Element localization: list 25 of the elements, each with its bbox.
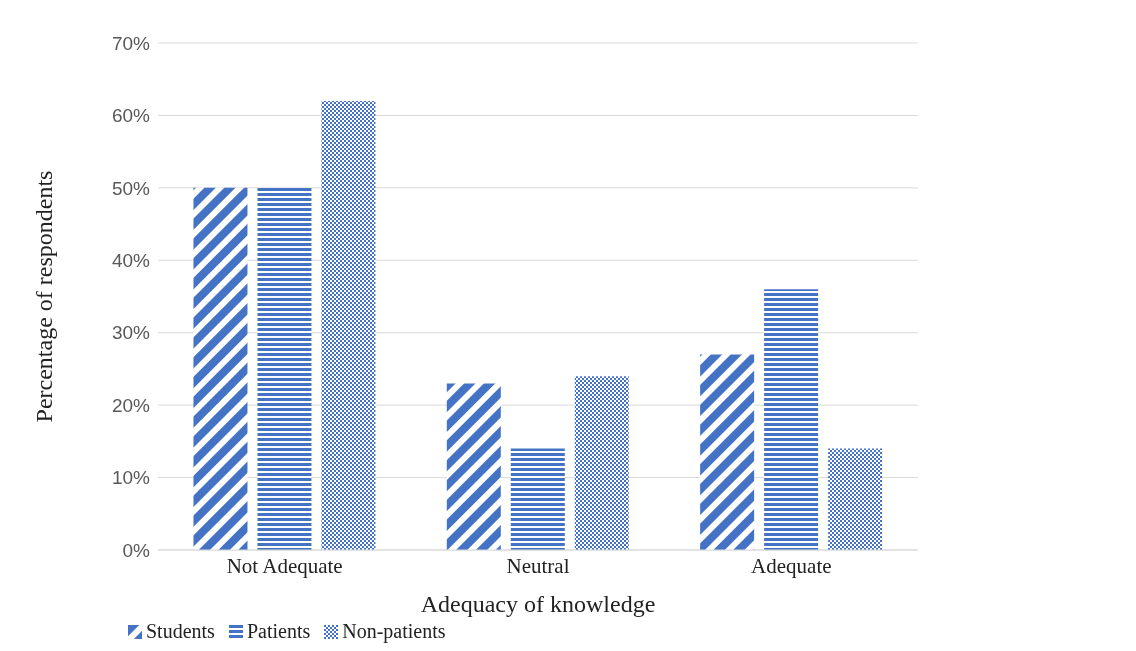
x-tick-label: Neutral xyxy=(506,553,570,578)
y-axis-title: Percentage of respondents xyxy=(30,170,57,423)
bar xyxy=(193,187,248,550)
bar xyxy=(446,383,501,550)
x-axis-title: Adequacy of knowledge xyxy=(420,591,656,617)
y-tick-label: 70% xyxy=(111,32,151,54)
bar xyxy=(574,376,629,550)
y-tick-label: 10% xyxy=(111,467,151,489)
bar xyxy=(257,187,312,550)
legend-label: Patients xyxy=(245,620,311,643)
y-tick-label: 30% xyxy=(111,322,151,344)
bar xyxy=(510,448,565,550)
y-tick-label: 40% xyxy=(111,250,151,272)
legend-label: Students xyxy=(145,620,215,643)
y-tick-label: 0% xyxy=(122,539,151,561)
bar xyxy=(764,289,819,550)
y-tick-label: 20% xyxy=(111,394,151,416)
x-tick-label: Adequate xyxy=(751,553,832,578)
y-tick-label: 50% xyxy=(111,177,151,199)
bar xyxy=(700,354,755,550)
y-tick-label: 60% xyxy=(111,105,151,127)
bar xyxy=(321,100,376,550)
legend-label: Non-patients xyxy=(341,620,446,643)
x-tick-label: Not Adequate xyxy=(226,553,343,578)
bar xyxy=(828,448,883,550)
